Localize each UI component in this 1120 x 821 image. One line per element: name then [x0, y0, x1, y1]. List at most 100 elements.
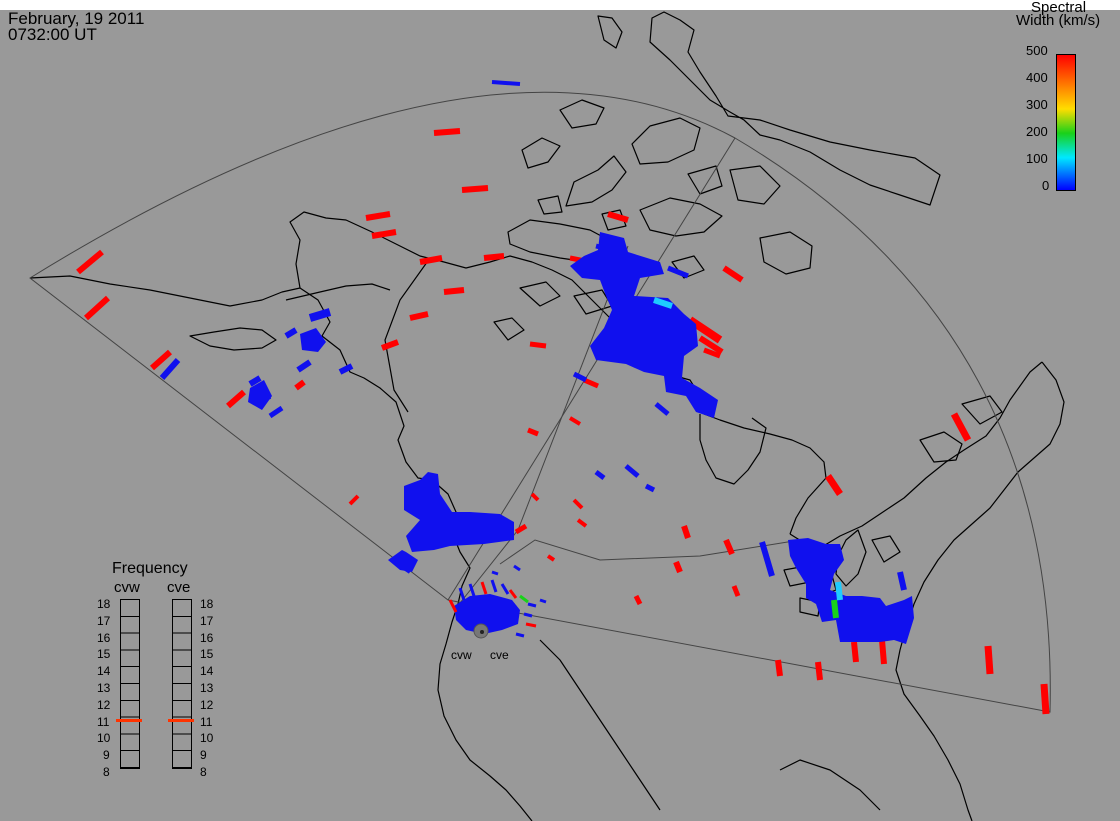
scatter-cell: [371, 229, 397, 239]
scatter-cell: [491, 80, 521, 86]
frequency-marker-cvw: [116, 718, 142, 722]
scatter-cell: [570, 232, 718, 418]
scatter-cell: [644, 483, 656, 493]
frequency-tick: 18: [200, 597, 214, 611]
colorbar-tick-4: 100: [1026, 151, 1048, 166]
frequency-tick: 15: [200, 647, 214, 662]
scatter-cell: [594, 470, 606, 480]
scatter-cell: [308, 308, 332, 322]
scatter-cell: [851, 641, 859, 663]
colorbar-tick-5: 0: [1042, 178, 1050, 193]
scatter-cell: [879, 639, 887, 665]
frequency-tick: 16: [200, 630, 214, 645]
colorbar-tick-1: 400: [1026, 70, 1048, 85]
scatter-cell: [515, 632, 525, 638]
scatter-cell: [268, 405, 284, 419]
time-label: 0732:00 UT: [8, 25, 97, 44]
scatter-cell: [572, 498, 584, 510]
scatter-cell: [633, 594, 643, 606]
colorbar-strip: [1056, 54, 1076, 191]
frequency-tick: 10: [97, 731, 111, 746]
scatter-cell: [698, 335, 724, 355]
scatter-cell: [300, 328, 326, 352]
border-line: [384, 257, 431, 413]
date-label: February, 19 2011: [8, 9, 145, 28]
frequency-tick: 18: [97, 597, 111, 611]
frequency-tick: 11: [200, 714, 213, 729]
backscatter-layer: [76, 80, 1050, 715]
coastline: [29, 11, 1065, 821]
frequency-column-cve: [172, 599, 192, 769]
scatter-cell: [523, 612, 533, 618]
scatter-cell: [1040, 683, 1050, 715]
scatter-cell: [546, 554, 556, 562]
scatter-cell: [703, 347, 721, 359]
scatter-cell: [159, 358, 181, 380]
scatter-cell: [653, 297, 673, 309]
scatter-cell: [722, 265, 744, 283]
scatter-cell: [825, 474, 843, 496]
scatter-cell: [388, 550, 418, 572]
scatter-cell: [248, 375, 262, 387]
frequency-tick: 14: [97, 664, 111, 679]
colorbar-title-line2: Width (km/s): [1016, 12, 1101, 29]
scatter-cell: [568, 416, 582, 426]
scatter-cell: [380, 339, 400, 351]
scatter-cell: [500, 583, 510, 595]
scatter-cell: [673, 560, 683, 574]
scatter-cell: [480, 581, 488, 595]
scatter-cell: [788, 538, 914, 644]
colorbar-tick-2: 300: [1026, 97, 1048, 112]
frequency-tick: 10: [200, 731, 214, 746]
frequency-tick: 13: [97, 681, 111, 695]
colorbar-tick-3: 200: [1026, 124, 1048, 139]
scatter-cell: [483, 253, 505, 261]
scatter-cell: [576, 518, 588, 528]
scatter-cell: [461, 185, 489, 193]
scatter-cell: [519, 594, 529, 604]
radar-label-cvw: cvw: [451, 648, 472, 662]
scatter-cell: [530, 492, 540, 502]
scatter-cell: [419, 255, 443, 265]
scatter-cell: [527, 427, 539, 437]
scatter-cell: [76, 249, 104, 275]
colorbar-tick-0: 500: [1026, 43, 1048, 58]
scatter-cell: [514, 523, 528, 535]
radar-label-cve: cve: [490, 648, 509, 662]
scatter-cell: [607, 211, 629, 223]
scatter-cell: [723, 538, 735, 556]
scatter-cell: [348, 494, 360, 506]
scatter-cell: [365, 211, 391, 221]
scatter-cell: [433, 128, 461, 136]
frequency-tick: 15: [97, 647, 111, 662]
scatter-cell: [529, 341, 547, 349]
scatter-cell: [458, 587, 466, 601]
frequency-tick: 14: [200, 664, 214, 679]
frequency-tick: 12: [97, 697, 111, 712]
scatter-cell: [624, 464, 640, 478]
frequency-tick: 17: [97, 613, 111, 628]
scatter-cell: [759, 541, 775, 577]
scatter-cell: [409, 311, 429, 321]
scatter-cell: [454, 594, 520, 634]
frequency-column-cvw: [120, 599, 140, 769]
scatter-cell: [667, 265, 689, 279]
scatter-cell: [731, 585, 741, 597]
scatter-cell: [583, 377, 599, 389]
scatter-cell: [296, 359, 312, 373]
frequency-tick: 13: [200, 681, 214, 695]
frequency-tick: 12: [200, 697, 214, 712]
frequency-tick: 16: [97, 630, 111, 645]
scatter-cell: [443, 287, 465, 295]
frequency-title: Frequency: [112, 560, 188, 577]
scatter-cell: [897, 571, 907, 591]
scatter-cell: [468, 583, 476, 597]
scatter-cell: [835, 581, 843, 601]
frequency-tick: 11: [97, 714, 110, 729]
scatter-cell: [150, 349, 172, 371]
scatter-cell: [775, 659, 783, 677]
scatter-cell: [491, 570, 499, 576]
frequency-tick: 8: [103, 765, 110, 779]
scatter-cell: [226, 389, 246, 409]
